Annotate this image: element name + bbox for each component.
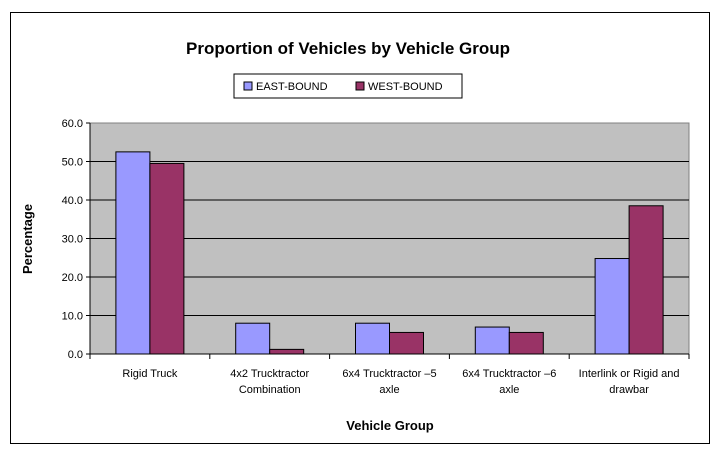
y-tick-label: 40.0 — [62, 195, 83, 207]
bar-west-bound — [149, 162, 185, 355]
x-axis-title: Vehicle Group — [346, 418, 433, 433]
bar-east-bound — [115, 151, 151, 355]
legend-swatch — [243, 81, 253, 91]
x-tick-label: 6x4 Trucktractor –5 axle — [342, 368, 436, 396]
y-tick-label: 30.0 — [62, 234, 83, 246]
y-tick-label: 50.0 — [62, 157, 83, 169]
bar-west-bound — [628, 205, 664, 355]
x-tick-label: 6x4 Trucktractor –6 axle — [462, 368, 556, 396]
chart-title: Proportion of Vehicles by Vehicle Group — [186, 39, 510, 58]
x-tick-label: Interlink or Rigid and drawbar — [579, 368, 680, 396]
bar-west-bound — [269, 348, 305, 355]
x-tick-label: 4x2 Trucktractor Combination — [230, 368, 309, 396]
bar-west-bound — [389, 331, 424, 355]
x-tick-label: Rigid Truck — [122, 368, 178, 380]
bar-east-bound — [235, 322, 271, 355]
legend-box — [233, 73, 463, 99]
legend: EAST-BOUND WEST-BOUND — [233, 73, 463, 99]
y-tick-label: 0.0 — [68, 349, 83, 361]
y-tick-label: 20.0 — [62, 272, 83, 284]
bar-west-bound — [508, 331, 544, 355]
bar-east-bound — [355, 322, 390, 355]
bar-east-bound — [474, 326, 510, 355]
bar-east-bound — [594, 258, 630, 355]
y-axis-title: Percentage — [20, 204, 35, 274]
legend-label: WEST-BOUND — [368, 81, 443, 93]
legend-label: EAST-BOUND — [256, 81, 328, 93]
plot-area: 0.0 10.0 20.0 30.0 40.0 50.0 60.0 Rigid Truck 4x… — [62, 118, 690, 396]
legend-swatch — [355, 81, 365, 91]
y-tick-label: 60.0 — [62, 118, 83, 130]
y-tick-label: 10.0 — [62, 311, 83, 323]
